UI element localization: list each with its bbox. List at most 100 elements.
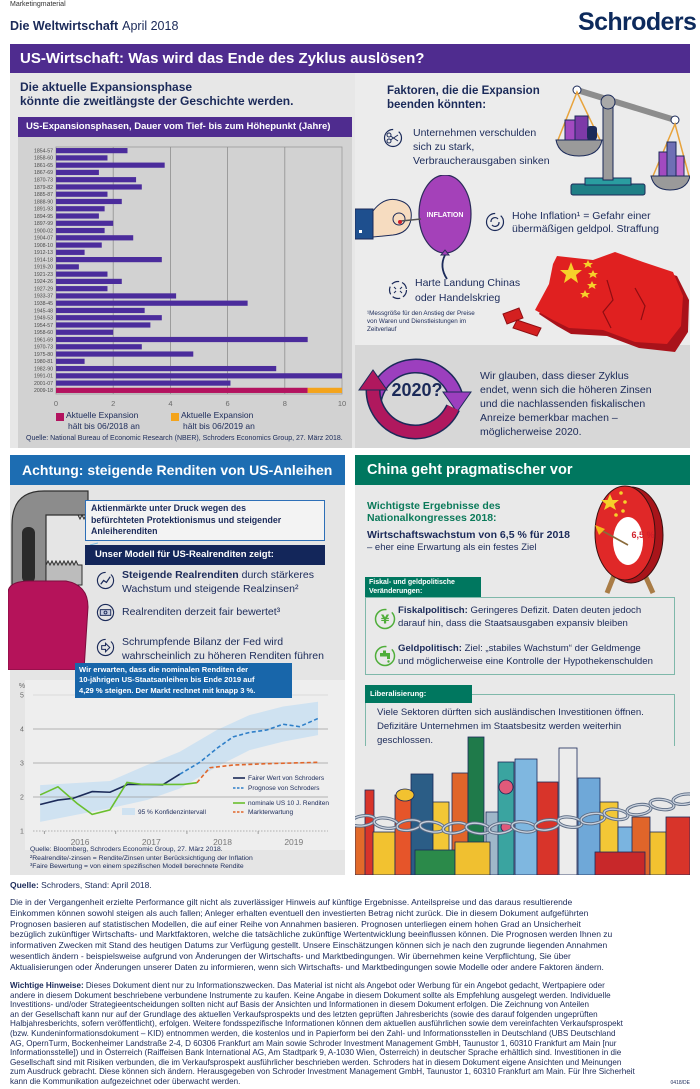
- map-fragment: [502, 307, 524, 325]
- liberal-line: Viele Sektoren dürften sich ausländische…: [377, 707, 644, 718]
- model-heading: Unser Modell für US-Realrenditen zeigt:: [85, 545, 325, 565]
- expansion-bar: [56, 191, 108, 197]
- footnote-line: ¹Messgröße für den Anstieg der Preise: [367, 310, 475, 317]
- publication-name: Die Weltwirtschaft: [10, 19, 119, 33]
- expansion-bar: [56, 293, 177, 299]
- expansion-bar: [56, 242, 102, 248]
- expansion-bar: [56, 365, 277, 372]
- category-label: 1980-81: [34, 359, 53, 365]
- disclaimer-line: Die in der Vergangenheit erzielte Perfor…: [10, 897, 573, 907]
- factor-inflation: Hohe Inflation¹ = Gefahr einer übermäßig…: [512, 210, 659, 236]
- notice-line: andere in diesem Dokument beschriebene v…: [10, 990, 611, 1000]
- skyline-building: [467, 736, 485, 875]
- conclusion-line: möglicherweise 2020.: [480, 426, 582, 438]
- notice-label: Wichtige Hinweise:: [10, 981, 84, 990]
- legend-label-2018: Aktuelle Expansion hält bis 06/2018 an: [66, 410, 140, 431]
- category-label: 1888-90: [34, 199, 53, 205]
- expansion-bar: [56, 198, 122, 205]
- liberal-line: Defizitäre Unternehmen im Staatsbesitz w…: [377, 721, 622, 732]
- category-label: 1945-48: [34, 308, 53, 314]
- x-tick-label: 0: [54, 399, 58, 408]
- china-map-illustration: [502, 252, 689, 352]
- cuff-button: [359, 230, 362, 233]
- current-expansion-bar: [307, 387, 342, 393]
- arrow-right-icon: [96, 638, 115, 657]
- item-line: Wachstum und steigende Realzinsen²: [122, 583, 299, 595]
- expansion-bar: [56, 300, 248, 306]
- x-tick-label: 4: [168, 399, 172, 408]
- category-label: 1949-53: [34, 316, 53, 322]
- expansion-bar: [56, 329, 114, 335]
- expansion-bar: [56, 315, 162, 321]
- category-label: 1908-10: [34, 243, 53, 249]
- alert-line: befürchteten Protektionismus und steigen…: [91, 514, 282, 525]
- dart-fletching: [595, 525, 605, 535]
- category-label: 1854-57: [34, 148, 53, 154]
- category-label: 1904-07: [34, 236, 53, 242]
- category-label: 1861-65: [34, 163, 53, 169]
- category-label: 1870-73: [34, 177, 53, 183]
- liberal-line: geschlossen.: [377, 735, 433, 746]
- ring-arc-bottom: [367, 385, 459, 438]
- category-label: 1924-26: [34, 279, 53, 285]
- expansion-bar: [56, 278, 122, 284]
- factor-line: sich zu stark,: [413, 141, 475, 153]
- expansion-bar: [56, 220, 114, 226]
- legend-label: Prognose von Schroders: [248, 785, 320, 792]
- performance-disclaimer: Die in der Vergangenheit erzielte Perfor…: [10, 897, 692, 973]
- policy-text: Geringeres Defizit. Daten deuten jedoch: [467, 605, 642, 616]
- category-label: 2001-07: [34, 381, 53, 387]
- skyline-building: [497, 761, 515, 875]
- scale-pivot: [600, 94, 616, 110]
- skyline-building: [649, 831, 667, 875]
- category-label: 1975-80: [34, 352, 53, 358]
- skyline-building: [514, 758, 538, 875]
- expansion-bar: [56, 249, 85, 255]
- shopping-bag: [564, 119, 577, 141]
- notice-text: Dieses Dokument dient nur zu Information…: [83, 981, 605, 990]
- publication-date: April 2018: [122, 19, 179, 33]
- bond-yields-banner: Achtung: steigende Renditen von US-Anlei…: [10, 455, 345, 485]
- svg-text:¥: ¥: [381, 613, 390, 627]
- notice-line: Investitions- und/oder Strategieentschei…: [10, 1000, 590, 1010]
- building-dome: [395, 788, 415, 802]
- category-label: 1958-60: [34, 330, 53, 336]
- expansion-bar-chart: 0 2 4 6 8 10 1854-57 1858-601861-651867-691870-…: [34, 146, 346, 408]
- item-line: Schrumpfende Bilanz der Fed wird: [122, 636, 284, 648]
- legend-line: hält bis 06/2019 an: [183, 420, 255, 431]
- disclaimer-line: informativen Zwecken mit Stand des heuti…: [10, 940, 608, 951]
- legend-swatch: [122, 808, 135, 815]
- flag-star: [580, 290, 590, 298]
- scale-pan-right: [650, 175, 690, 191]
- plot-frame: [55, 146, 343, 395]
- y-tick-label: 1: [20, 829, 24, 836]
- factor-line: Harte Landung Chinas: [415, 277, 521, 289]
- china-banner: China geht pragmatischer vor: [355, 455, 690, 485]
- category-label: 1954-57: [34, 323, 53, 329]
- flag-star-large: [560, 262, 582, 283]
- category-label: 1912-13: [34, 250, 53, 256]
- shopping-bag: [587, 126, 597, 140]
- note-line: ²Realrendite/-zinsen = Rendite/Zinsen un…: [30, 854, 253, 862]
- chain-link-highlight: [626, 803, 652, 816]
- category-label: 2009-18: [34, 388, 53, 394]
- headline-line: könnte die zweitlängste der Geschichte w…: [20, 94, 294, 108]
- chained-skyline-illustration: [355, 736, 690, 875]
- category-label: 1858-60: [34, 156, 53, 162]
- target-label: 6,5 %: [631, 530, 654, 540]
- alert-line: Anleiherenditen: [91, 526, 158, 536]
- source-label: Quelle:: [10, 880, 39, 890]
- tower-sphere: [498, 779, 514, 795]
- expansion-bar: [56, 336, 308, 343]
- growth-target-note: – eher eine Erwartung als ein festes Zie…: [367, 542, 537, 553]
- banknote-icon: [96, 603, 115, 622]
- factor-line: Unternehmen verschulden: [413, 127, 537, 139]
- chain-link-highlight: [557, 816, 583, 829]
- policy-fiscal: Fiskalpolitisch: Geringeres Defizit. Dat…: [398, 604, 641, 630]
- item-line: Realrenditen derzeit fair bewertet³: [122, 606, 281, 618]
- category-label: 1991-01: [34, 374, 53, 380]
- notice-line: kann die Kommunikation aufgezeichnet ode…: [10, 1076, 241, 1086]
- wrench-handle: [8, 580, 89, 670]
- x-tick-label: 10: [338, 399, 346, 408]
- model-item-fair-value: Realrenditen derzeit fair bewertet³: [122, 605, 280, 619]
